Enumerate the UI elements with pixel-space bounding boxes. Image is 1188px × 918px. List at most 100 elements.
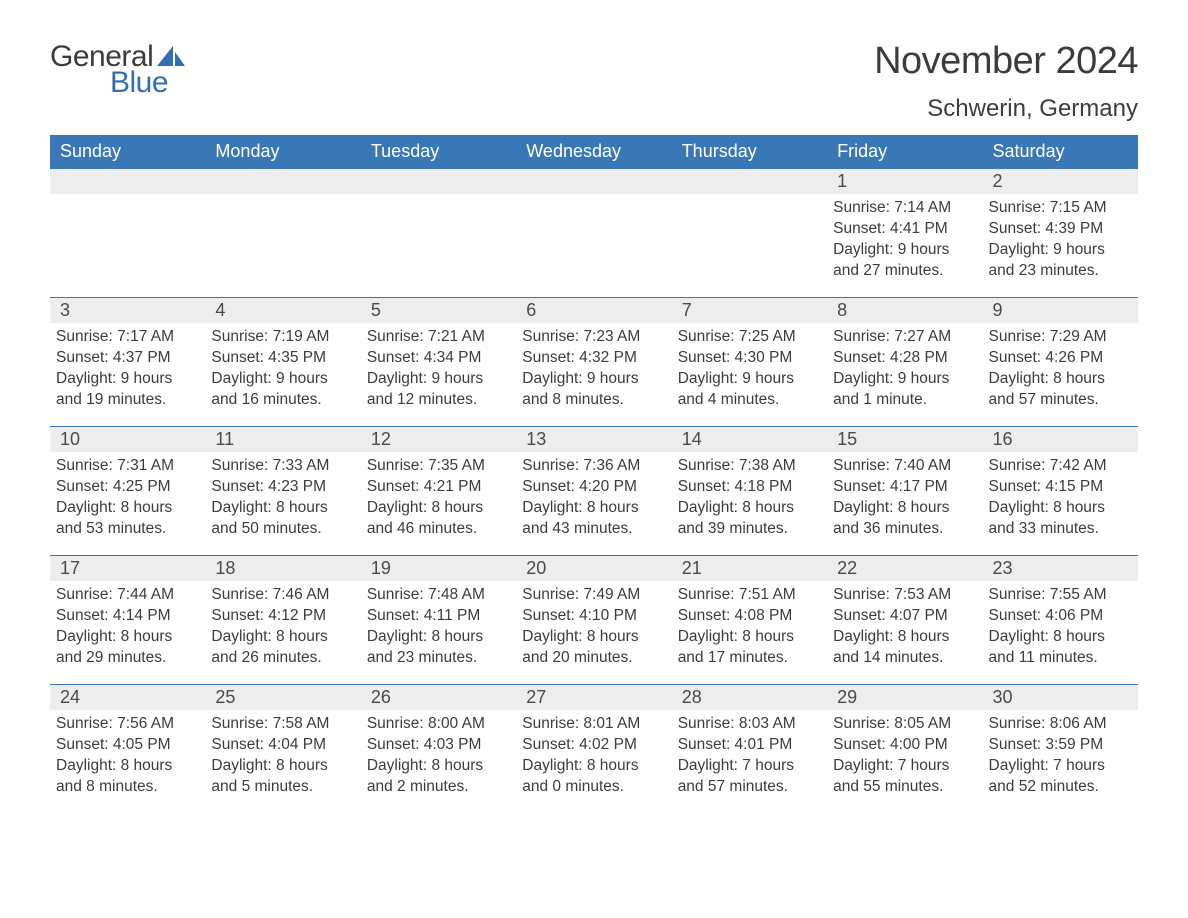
calendar-day-cell: 3Sunrise: 7:17 AMSunset: 4:37 PMDaylight… — [50, 298, 205, 426]
sunset-text: Sunset: 3:59 PM — [989, 735, 1132, 756]
sunrise-text: Sunrise: 7:56 AM — [56, 714, 199, 735]
calendar-day-cell: 26Sunrise: 8:00 AMSunset: 4:03 PMDayligh… — [361, 685, 516, 813]
calendar-day-cell: 24Sunrise: 7:56 AMSunset: 4:05 PMDayligh… — [50, 685, 205, 813]
sunset-text: Sunset: 4:28 PM — [833, 348, 976, 369]
calendar-day-cell — [516, 169, 671, 297]
daylight-line1: Daylight: 9 hours — [833, 369, 976, 390]
daylight-line2: and 57 minutes. — [678, 777, 821, 798]
daylight-line2: and 57 minutes. — [989, 390, 1132, 411]
day-number — [205, 169, 360, 194]
sunrise-text: Sunrise: 8:00 AM — [367, 714, 510, 735]
sunset-text: Sunset: 4:05 PM — [56, 735, 199, 756]
calendar-day-cell: 29Sunrise: 8:05 AMSunset: 4:00 PMDayligh… — [827, 685, 982, 813]
day-number: 14 — [672, 427, 827, 452]
day-number — [361, 169, 516, 194]
sunset-text: Sunset: 4:06 PM — [989, 606, 1132, 627]
day-number: 4 — [205, 298, 360, 323]
sunset-text: Sunset: 4:15 PM — [989, 477, 1132, 498]
daylight-line2: and 14 minutes. — [833, 648, 976, 669]
calendar-day-cell: 7Sunrise: 7:25 AMSunset: 4:30 PMDaylight… — [672, 298, 827, 426]
day-detail: Sunrise: 7:56 AMSunset: 4:05 PMDaylight:… — [50, 710, 205, 802]
daylight-line2: and 23 minutes. — [989, 261, 1132, 282]
daylight-line1: Daylight: 8 hours — [56, 498, 199, 519]
title-block: November 2024 Schwerin, Germany — [874, 40, 1138, 123]
daylight-line2: and 19 minutes. — [56, 390, 199, 411]
daylight-line1: Daylight: 7 hours — [678, 756, 821, 777]
day-detail: Sunrise: 7:40 AMSunset: 4:17 PMDaylight:… — [827, 452, 982, 544]
calendar-day-cell: 23Sunrise: 7:55 AMSunset: 4:06 PMDayligh… — [983, 556, 1138, 684]
sunset-text: Sunset: 4:39 PM — [989, 219, 1132, 240]
sunset-text: Sunset: 4:12 PM — [211, 606, 354, 627]
day-number: 26 — [361, 685, 516, 710]
sunrise-text: Sunrise: 7:53 AM — [833, 585, 976, 606]
day-number: 15 — [827, 427, 982, 452]
sunset-text: Sunset: 4:10 PM — [522, 606, 665, 627]
sunset-text: Sunset: 4:01 PM — [678, 735, 821, 756]
day-number: 2 — [983, 169, 1138, 194]
day-number: 21 — [672, 556, 827, 581]
sunset-text: Sunset: 4:04 PM — [211, 735, 354, 756]
daylight-line2: and 55 minutes. — [833, 777, 976, 798]
sunset-text: Sunset: 4:25 PM — [56, 477, 199, 498]
day-detail: Sunrise: 8:03 AMSunset: 4:01 PMDaylight:… — [672, 710, 827, 802]
day-detail: Sunrise: 7:44 AMSunset: 4:14 PMDaylight:… — [50, 581, 205, 673]
sunrise-text: Sunrise: 7:51 AM — [678, 585, 821, 606]
day-detail: Sunrise: 7:35 AMSunset: 4:21 PMDaylight:… — [361, 452, 516, 544]
sunrise-text: Sunrise: 7:35 AM — [367, 456, 510, 477]
sunset-text: Sunset: 4:34 PM — [367, 348, 510, 369]
day-detail: Sunrise: 7:14 AMSunset: 4:41 PMDaylight:… — [827, 194, 982, 286]
calendar-day-cell: 4Sunrise: 7:19 AMSunset: 4:35 PMDaylight… — [205, 298, 360, 426]
day-detail: Sunrise: 7:49 AMSunset: 4:10 PMDaylight:… — [516, 581, 671, 673]
sunrise-text: Sunrise: 7:38 AM — [678, 456, 821, 477]
sunset-text: Sunset: 4:30 PM — [678, 348, 821, 369]
daylight-line1: Daylight: 8 hours — [833, 498, 976, 519]
calendar-day-cell: 17Sunrise: 7:44 AMSunset: 4:14 PMDayligh… — [50, 556, 205, 684]
weekday-header: Monday — [205, 135, 360, 168]
calendar-day-cell: 14Sunrise: 7:38 AMSunset: 4:18 PMDayligh… — [672, 427, 827, 555]
daylight-line2: and 46 minutes. — [367, 519, 510, 540]
daylight-line2: and 23 minutes. — [367, 648, 510, 669]
calendar-day-cell: 1Sunrise: 7:14 AMSunset: 4:41 PMDaylight… — [827, 169, 982, 297]
sunrise-text: Sunrise: 8:01 AM — [522, 714, 665, 735]
daylight-line1: Daylight: 8 hours — [522, 627, 665, 648]
day-number: 11 — [205, 427, 360, 452]
daylight-line1: Daylight: 8 hours — [367, 498, 510, 519]
calendar-day-cell: 28Sunrise: 8:03 AMSunset: 4:01 PMDayligh… — [672, 685, 827, 813]
daylight-line1: Daylight: 8 hours — [678, 498, 821, 519]
daylight-line1: Daylight: 9 hours — [989, 240, 1132, 261]
daylight-line1: Daylight: 8 hours — [56, 627, 199, 648]
day-number: 25 — [205, 685, 360, 710]
calendar-day-cell: 19Sunrise: 7:48 AMSunset: 4:11 PMDayligh… — [361, 556, 516, 684]
sunrise-text: Sunrise: 7:36 AM — [522, 456, 665, 477]
sunset-text: Sunset: 4:11 PM — [367, 606, 510, 627]
daylight-line2: and 43 minutes. — [522, 519, 665, 540]
sunset-text: Sunset: 4:35 PM — [211, 348, 354, 369]
day-number: 1 — [827, 169, 982, 194]
day-number: 7 — [672, 298, 827, 323]
calendar-day-cell: 27Sunrise: 8:01 AMSunset: 4:02 PMDayligh… — [516, 685, 671, 813]
day-detail: Sunrise: 7:31 AMSunset: 4:25 PMDaylight:… — [50, 452, 205, 544]
daylight-line1: Daylight: 8 hours — [989, 627, 1132, 648]
daylight-line1: Daylight: 8 hours — [367, 756, 510, 777]
daylight-line2: and 50 minutes. — [211, 519, 354, 540]
sunrise-text: Sunrise: 7:19 AM — [211, 327, 354, 348]
sunset-text: Sunset: 4:00 PM — [833, 735, 976, 756]
day-detail: Sunrise: 7:48 AMSunset: 4:11 PMDaylight:… — [361, 581, 516, 673]
calendar-day-cell: 9Sunrise: 7:29 AMSunset: 4:26 PMDaylight… — [983, 298, 1138, 426]
calendar-day-cell: 5Sunrise: 7:21 AMSunset: 4:34 PMDaylight… — [361, 298, 516, 426]
day-number: 22 — [827, 556, 982, 581]
daylight-line2: and 17 minutes. — [678, 648, 821, 669]
day-number: 18 — [205, 556, 360, 581]
daylight-line1: Daylight: 8 hours — [678, 627, 821, 648]
sunrise-text: Sunrise: 7:40 AM — [833, 456, 976, 477]
day-detail: Sunrise: 7:19 AMSunset: 4:35 PMDaylight:… — [205, 323, 360, 415]
day-number: 10 — [50, 427, 205, 452]
daylight-line1: Daylight: 8 hours — [56, 756, 199, 777]
sunrise-text: Sunrise: 7:49 AM — [522, 585, 665, 606]
daylight-line2: and 52 minutes. — [989, 777, 1132, 798]
day-detail: Sunrise: 7:21 AMSunset: 4:34 PMDaylight:… — [361, 323, 516, 415]
day-detail: Sunrise: 7:38 AMSunset: 4:18 PMDaylight:… — [672, 452, 827, 544]
day-detail: Sunrise: 7:17 AMSunset: 4:37 PMDaylight:… — [50, 323, 205, 415]
daylight-line1: Daylight: 8 hours — [367, 627, 510, 648]
day-detail: Sunrise: 7:53 AMSunset: 4:07 PMDaylight:… — [827, 581, 982, 673]
